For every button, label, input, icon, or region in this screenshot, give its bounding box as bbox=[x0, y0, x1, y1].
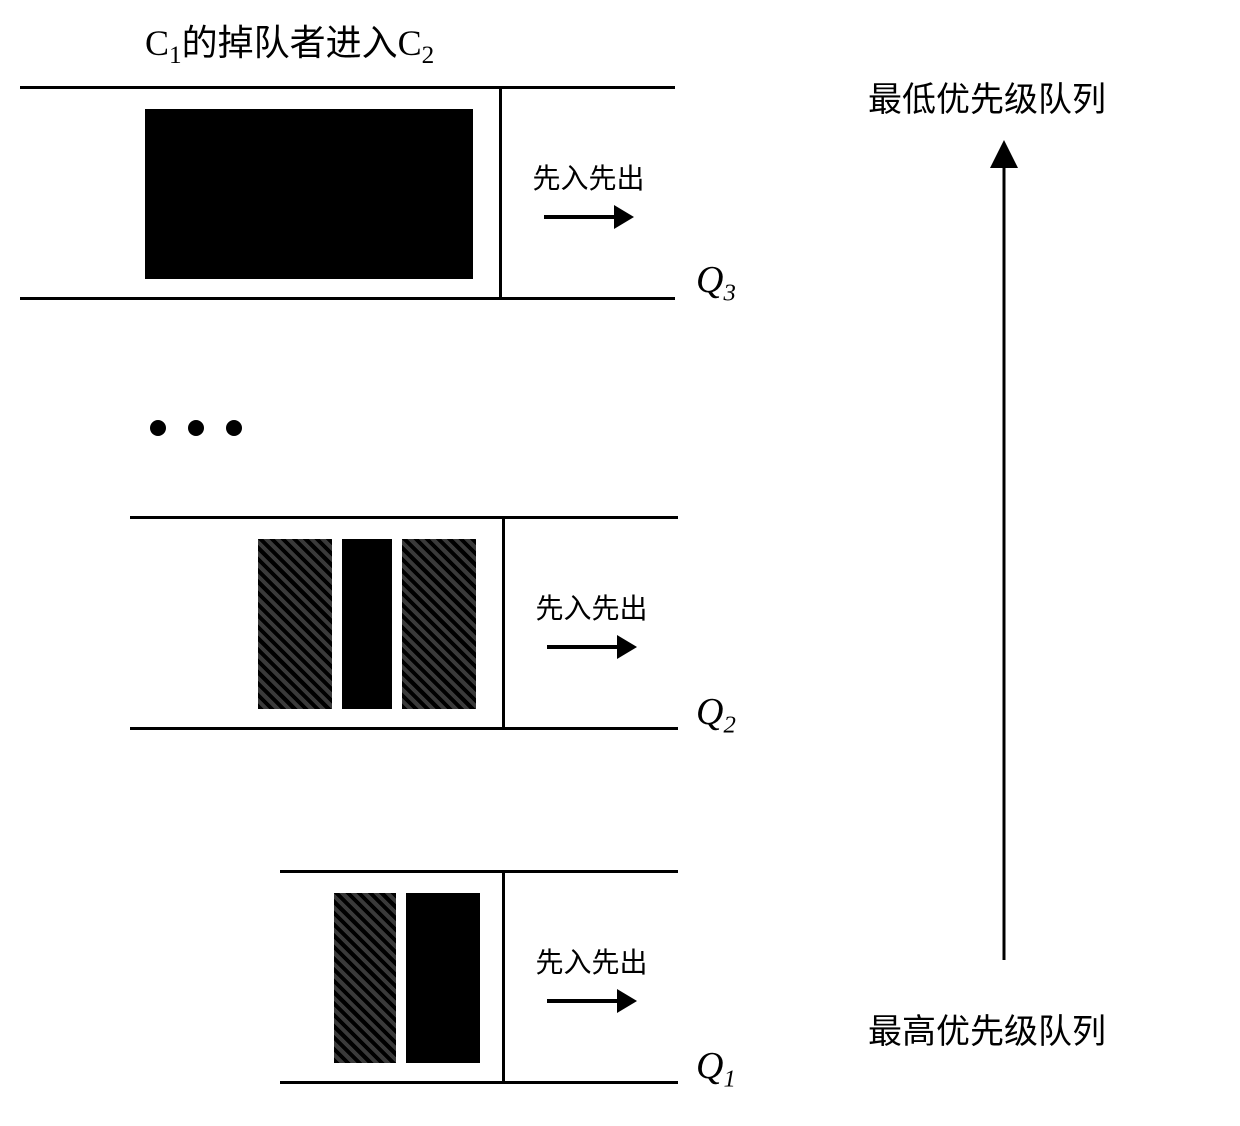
arrow-line bbox=[1003, 165, 1006, 960]
queue-q3-fifo: 先入先出 bbox=[499, 89, 675, 297]
fifo-arrow-icon bbox=[547, 989, 637, 1013]
highest-priority-label: 最高优先级队列 bbox=[868, 1004, 1106, 1053]
title-middle: 的掉队者进入C bbox=[182, 23, 422, 63]
queue-q1-body bbox=[280, 873, 502, 1081]
queue-q2-block-hatched-2 bbox=[402, 539, 476, 709]
queue-q3: 先入先出 bbox=[20, 86, 675, 300]
fifo-label: 先入先出 bbox=[532, 157, 644, 197]
dot-icon bbox=[188, 420, 204, 436]
fifo-label: 先入先出 bbox=[535, 941, 647, 981]
title-sub1: 1 bbox=[169, 42, 182, 69]
queue-q2-body bbox=[130, 519, 502, 727]
queue-q3-label-prefix: Q bbox=[696, 259, 723, 301]
ellipsis-dots bbox=[150, 420, 242, 436]
queue-q3-block-solid bbox=[145, 109, 473, 279]
queue-q1-label-sub: 1 bbox=[723, 1066, 735, 1093]
queue-q1-block-solid bbox=[406, 893, 480, 1063]
queue-q2: 先入先出 bbox=[130, 516, 678, 730]
title-sub2: 2 bbox=[422, 42, 435, 69]
queue-q1-fifo: 先入先出 bbox=[502, 873, 678, 1081]
fifo-label: 先入先出 bbox=[535, 587, 647, 627]
queue-q2-block-solid bbox=[342, 539, 392, 709]
queue-q2-fifo: 先入先出 bbox=[502, 519, 678, 727]
fifo-arrow-icon bbox=[547, 635, 637, 659]
fifo-arrow-icon bbox=[544, 205, 634, 229]
queue-q2-label-sub: 2 bbox=[723, 712, 735, 739]
queue-q3-label-sub: 3 bbox=[723, 280, 735, 307]
dot-icon bbox=[226, 420, 242, 436]
queue-q3-body bbox=[20, 89, 499, 297]
queue-q1-label: Q1 bbox=[696, 1044, 736, 1094]
queue-q1: 先入先出 bbox=[280, 870, 678, 1084]
priority-arrow-icon bbox=[990, 140, 1018, 960]
lowest-priority-label: 最低优先级队列 bbox=[868, 72, 1106, 121]
queue-q2-label: Q2 bbox=[696, 690, 736, 740]
title-prefix: C bbox=[145, 23, 169, 63]
queue-q2-label-prefix: Q bbox=[696, 691, 723, 733]
queue-q2-block-hatched bbox=[258, 539, 332, 709]
diagram-title: C1的掉队者进入C2 bbox=[145, 14, 434, 70]
queue-q3-label: Q3 bbox=[696, 258, 736, 308]
queue-q1-label-prefix: Q bbox=[696, 1045, 723, 1087]
arrow-head-icon bbox=[990, 140, 1018, 168]
queue-q1-block-hatched bbox=[334, 893, 396, 1063]
dot-icon bbox=[150, 420, 166, 436]
